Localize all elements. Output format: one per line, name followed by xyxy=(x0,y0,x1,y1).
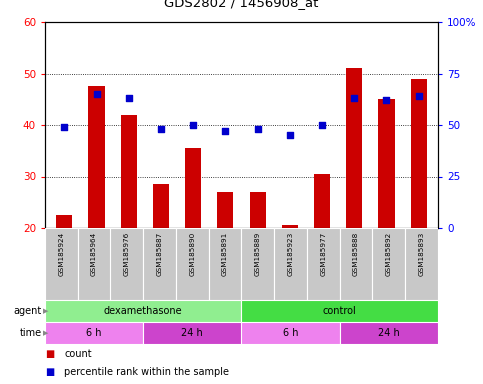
Text: 24 h: 24 h xyxy=(182,328,203,338)
Bar xyxy=(405,228,438,300)
Point xyxy=(286,132,294,138)
Text: control: control xyxy=(323,306,356,316)
Bar xyxy=(282,225,298,228)
Bar xyxy=(307,228,340,300)
Text: 24 h: 24 h xyxy=(378,328,400,338)
Bar xyxy=(340,322,438,344)
Point xyxy=(254,126,261,132)
Bar xyxy=(88,86,105,228)
Bar xyxy=(314,174,330,228)
Bar xyxy=(153,184,169,228)
Text: time: time xyxy=(20,328,42,338)
Bar xyxy=(143,228,176,300)
Point xyxy=(93,91,100,97)
Bar xyxy=(209,228,242,300)
Bar xyxy=(111,228,143,300)
Point xyxy=(125,95,133,101)
Bar xyxy=(242,322,340,344)
Text: ■: ■ xyxy=(45,349,54,359)
Text: GSM185924: GSM185924 xyxy=(58,232,64,276)
Bar xyxy=(242,228,274,300)
Text: GDS2802 / 1456908_at: GDS2802 / 1456908_at xyxy=(164,0,319,9)
Point xyxy=(222,128,229,134)
Bar xyxy=(176,228,209,300)
Bar xyxy=(185,148,201,228)
Bar xyxy=(217,192,233,228)
Text: ▶: ▶ xyxy=(43,330,48,336)
Text: ▶: ▶ xyxy=(43,308,48,314)
Text: GSM185891: GSM185891 xyxy=(222,232,228,276)
Text: ■: ■ xyxy=(45,367,54,377)
Text: GSM185890: GSM185890 xyxy=(189,232,196,276)
Text: GSM185923: GSM185923 xyxy=(287,232,294,276)
Bar xyxy=(346,68,362,228)
Point xyxy=(318,122,326,128)
Point xyxy=(415,93,423,99)
Bar xyxy=(372,228,405,300)
Text: GSM185889: GSM185889 xyxy=(255,232,261,276)
Bar xyxy=(78,228,111,300)
Point xyxy=(157,126,165,132)
Point xyxy=(350,95,358,101)
Bar xyxy=(378,99,395,228)
Point xyxy=(60,124,68,130)
Text: GSM185888: GSM185888 xyxy=(353,232,359,276)
Text: percentile rank within the sample: percentile rank within the sample xyxy=(64,367,229,377)
Bar xyxy=(250,192,266,228)
Bar xyxy=(57,215,72,228)
Text: GSM185892: GSM185892 xyxy=(386,232,392,276)
Bar xyxy=(411,79,426,228)
Bar xyxy=(45,322,143,344)
Bar xyxy=(45,300,242,322)
Point xyxy=(383,97,390,103)
Text: 6 h: 6 h xyxy=(86,328,102,338)
Bar xyxy=(242,300,438,322)
Bar xyxy=(274,228,307,300)
Bar xyxy=(45,228,78,300)
Text: dexamethasone: dexamethasone xyxy=(104,306,183,316)
Bar xyxy=(143,322,242,344)
Point xyxy=(189,122,197,128)
Text: GSM185964: GSM185964 xyxy=(91,232,97,276)
Bar xyxy=(121,115,137,228)
Text: GSM185893: GSM185893 xyxy=(419,232,425,276)
Text: GSM185977: GSM185977 xyxy=(320,232,327,276)
Text: GSM185887: GSM185887 xyxy=(156,232,163,276)
Bar xyxy=(340,228,372,300)
Text: GSM185976: GSM185976 xyxy=(124,232,130,276)
Text: count: count xyxy=(64,349,92,359)
Text: agent: agent xyxy=(14,306,42,316)
Text: 6 h: 6 h xyxy=(283,328,298,338)
